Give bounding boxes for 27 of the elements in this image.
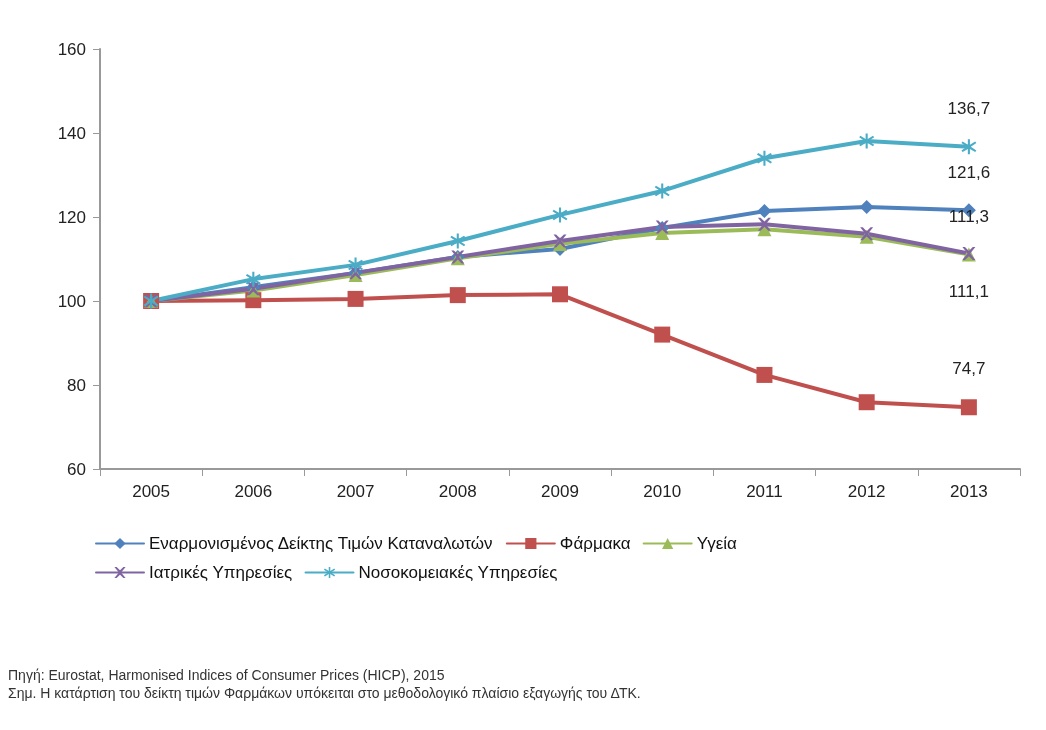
text: Πηγή: Eurostat, Harmonised Indices of Consumer Prices (HICP), 2015 [8,667,445,683]
x-tick-label: 2012 [847,482,886,501]
x-tick-label: 2006 [234,482,273,501]
data-label: 111,1 [948,282,989,302]
x-tick-label: 2007 [336,482,375,501]
y-tick-label: 140 [57,123,86,143]
legend-label: Υγεία [696,534,738,553]
legend-label: Εναρμονισμένος Δείκτης Τιμών Καταναλωτών [149,534,493,553]
x-tick-label: 2008 [438,482,477,501]
y-tick-label: 60 [67,459,86,479]
data-label: 136,7 [947,99,991,119]
legend-label: Φάρμακα [559,534,631,553]
x-tick-label: 2010 [643,482,682,501]
y-tick-label: 100 [57,291,86,311]
legend-label: Ιατρικές Υπηρεσίες [149,563,293,582]
data-label: 121,6 [947,163,991,183]
legend-label: Νοσοκομειακές Υπηρεσίες [358,563,558,582]
y-tick-label: 80 [67,375,86,395]
data-label: 111,3 [948,207,989,227]
x-tick-label: 2009 [541,482,579,501]
y-tick-label: 120 [57,207,86,227]
x-tick-label: 2011 [746,482,783,501]
x-tick-label: 2005 [132,482,171,501]
y-tick-label: 160 [57,39,86,59]
text: Σημ. Η κατάρτιση του δείκτη τιμών Φαρμάκων υπόκειται στο μεθοδολογικό πλαίσιο εξαγωγής του ΔΤΚ. [8,685,641,701]
data-label: 74,7 [952,359,986,379]
x-tick-label: 2013 [949,482,988,501]
